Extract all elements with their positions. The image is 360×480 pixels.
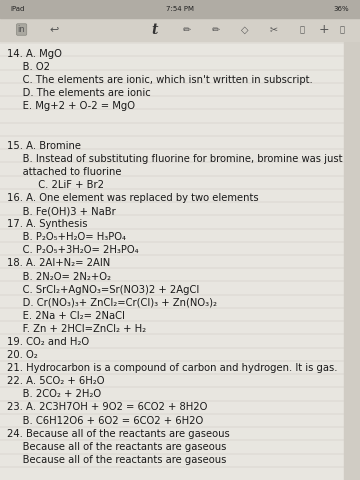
Text: B. 2N₂O= 2N₂+O₂: B. 2N₂O= 2N₂+O₂ — [7, 272, 111, 281]
Text: ↩: ↩ — [49, 24, 59, 35]
Text: Because all of the reactants are gaseous: Because all of the reactants are gaseous — [7, 455, 226, 465]
Text: 7:54 PM: 7:54 PM — [166, 6, 194, 12]
Text: +: + — [319, 23, 329, 36]
Text: B. O2: B. O2 — [7, 62, 50, 72]
Text: E. Mg+2 + O-2 = MgO: E. Mg+2 + O-2 = MgO — [7, 101, 135, 111]
Text: 🔧: 🔧 — [339, 25, 345, 34]
Text: B. C6H12O6 + 6O2 = 6CO2 + 6H2O: B. C6H12O6 + 6O2 = 6CO2 + 6H2O — [7, 416, 203, 425]
Text: 16. A. One element was replaced by two elements: 16. A. One element was replaced by two e… — [7, 193, 259, 203]
Text: D. Cr(NO₃)₃+ ZnCl₂=Cr(Cl)₃ + Zn(NO₃)₂: D. Cr(NO₃)₃+ ZnCl₂=Cr(Cl)₃ + Zn(NO₃)₂ — [7, 298, 217, 308]
Text: ◇: ◇ — [241, 24, 248, 35]
Text: C. The elements are ionic, which isn't written in subscript.: C. The elements are ionic, which isn't w… — [7, 75, 313, 85]
Text: 21. Hydrocarbon is a compound of carbon and hydrogen. It is gas.: 21. Hydrocarbon is a compound of carbon … — [7, 363, 338, 373]
Bar — [0, 0, 360, 41]
Text: B. Fe(OH)3 + NaBr: B. Fe(OH)3 + NaBr — [7, 206, 116, 216]
Text: F. Zn + 2HCl=ZnCl₂ + H₂: F. Zn + 2HCl=ZnCl₂ + H₂ — [7, 324, 146, 334]
Text: ✏: ✏ — [212, 24, 220, 35]
Text: 15. A. Bromine: 15. A. Bromine — [7, 141, 81, 151]
Text: t: t — [152, 23, 158, 36]
Bar — [0, 0, 360, 18]
Text: ✏: ✏ — [183, 24, 191, 35]
Text: 17. A. Synthesis: 17. A. Synthesis — [7, 219, 88, 229]
Text: E. 2Na + Cl₂= 2NaCl: E. 2Na + Cl₂= 2NaCl — [7, 311, 125, 321]
Text: 20. O₂: 20. O₂ — [7, 350, 38, 360]
Text: B. P₂O₅+H₂O= H₃PO₄: B. P₂O₅+H₂O= H₃PO₄ — [7, 232, 126, 242]
Text: C. SrCl₂+AgNO₃=Sr(NO3)2 + 2AgCl: C. SrCl₂+AgNO₃=Sr(NO3)2 + 2AgCl — [7, 285, 199, 295]
Text: 🎤: 🎤 — [300, 25, 305, 34]
Text: 19. CO₂ and H₂O: 19. CO₂ and H₂O — [7, 337, 89, 347]
Text: attached to fluorine: attached to fluorine — [7, 167, 122, 177]
Text: 36%: 36% — [334, 6, 349, 12]
Text: ✂: ✂ — [270, 24, 278, 35]
Text: 24. Because all of the reactants are gaseous: 24. Because all of the reactants are gas… — [7, 429, 230, 439]
Text: iPad: iPad — [11, 6, 25, 12]
Text: 18. A. 2Al+N₂= 2AlN: 18. A. 2Al+N₂= 2AlN — [7, 258, 111, 268]
Text: 22. A. 5CO₂ + 6H₂O: 22. A. 5CO₂ + 6H₂O — [7, 376, 105, 386]
Bar — [344, 41, 360, 480]
Text: in: in — [18, 25, 26, 34]
Text: 23. A. 2C3H7OH + 9O2 = 6CO2 + 8H2O: 23. A. 2C3H7OH + 9O2 = 6CO2 + 8H2O — [7, 402, 208, 412]
Text: Because all of the reactants are gaseous: Because all of the reactants are gaseous — [7, 442, 226, 452]
Text: C. P₂O₅+3H₂O= 2H₃PO₄: C. P₂O₅+3H₂O= 2H₃PO₄ — [7, 245, 139, 255]
Text: 14. A. MgO: 14. A. MgO — [7, 49, 62, 59]
Text: B. 2CO₂ + 2H₂O: B. 2CO₂ + 2H₂O — [7, 389, 101, 399]
Text: C. 2LiF + Br2: C. 2LiF + Br2 — [7, 180, 104, 190]
Text: B. Instead of substituting fluorine for bromine, bromine was just: B. Instead of substituting fluorine for … — [7, 154, 343, 164]
Text: D. The elements are ionic: D. The elements are ionic — [7, 88, 151, 98]
